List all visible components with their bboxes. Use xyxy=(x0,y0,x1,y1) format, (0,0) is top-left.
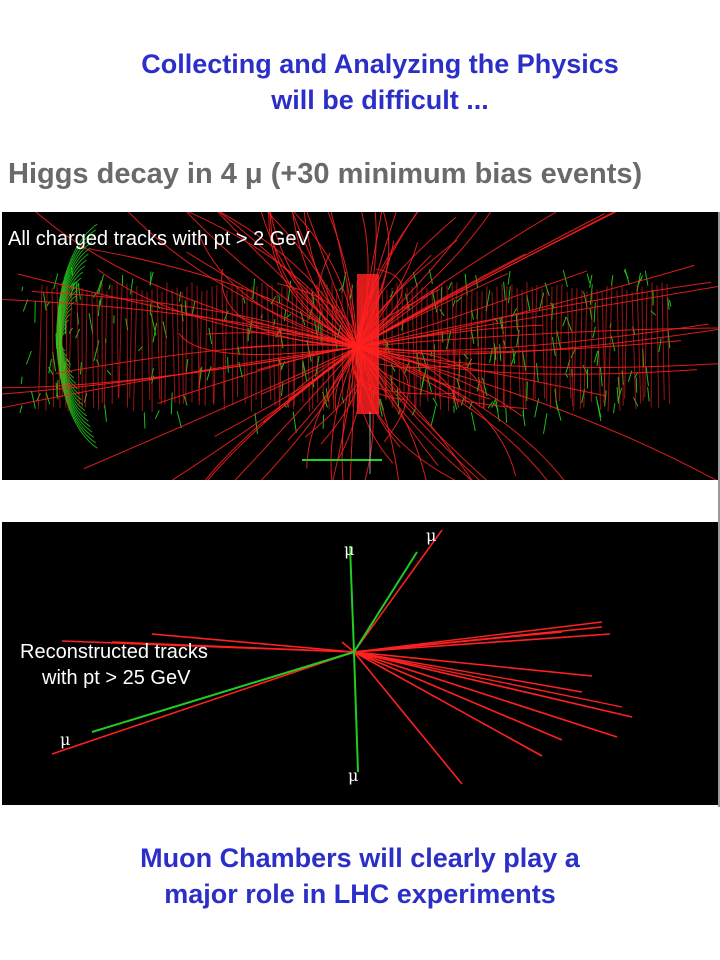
muon-label-top-left: μ xyxy=(344,540,355,559)
slide-footer: Muon Chambers will clearly play a major … xyxy=(40,840,680,912)
reconstructed-tracks-svg xyxy=(51,529,633,785)
slide-footer-line-1: Muon Chambers will clearly play a xyxy=(140,843,580,873)
right-edge-rule xyxy=(718,212,720,807)
reconstructed-tracks-label-line-2: with pt > 25 GeV xyxy=(42,667,191,689)
slide-title-line-2: will be difficult ... xyxy=(271,85,489,115)
muon-label-left: μ xyxy=(60,730,71,749)
slide-title: Collecting and Analyzing the Physics wil… xyxy=(40,46,720,118)
detector-and-tracks xyxy=(2,212,718,480)
all-tracks-label: All charged tracks with pt > 2 GeV xyxy=(8,228,310,250)
reconstructed-tracks-event-display: Reconstructed tracks with pt > 25 GeV μ … xyxy=(2,522,718,805)
slide-title-line-1: Collecting and Analyzing the Physics xyxy=(141,49,619,79)
higgs-decay-heading: Higgs decay in 4 μ (+30 minimum bias eve… xyxy=(8,158,643,190)
muon-label-bottom: μ xyxy=(348,766,359,785)
muon-label-top-right: μ xyxy=(426,526,437,545)
reconstructed-track-lines xyxy=(51,529,633,785)
slide-footer-line-2: major role in LHC experiments xyxy=(164,879,556,909)
all-tracks-svg xyxy=(2,212,718,480)
reconstructed-tracks-label-line-1: Reconstructed tracks xyxy=(20,641,208,663)
muon-tracks xyxy=(91,545,418,773)
all-tracks-event-display: All charged tracks with pt > 2 GeV xyxy=(2,212,718,480)
